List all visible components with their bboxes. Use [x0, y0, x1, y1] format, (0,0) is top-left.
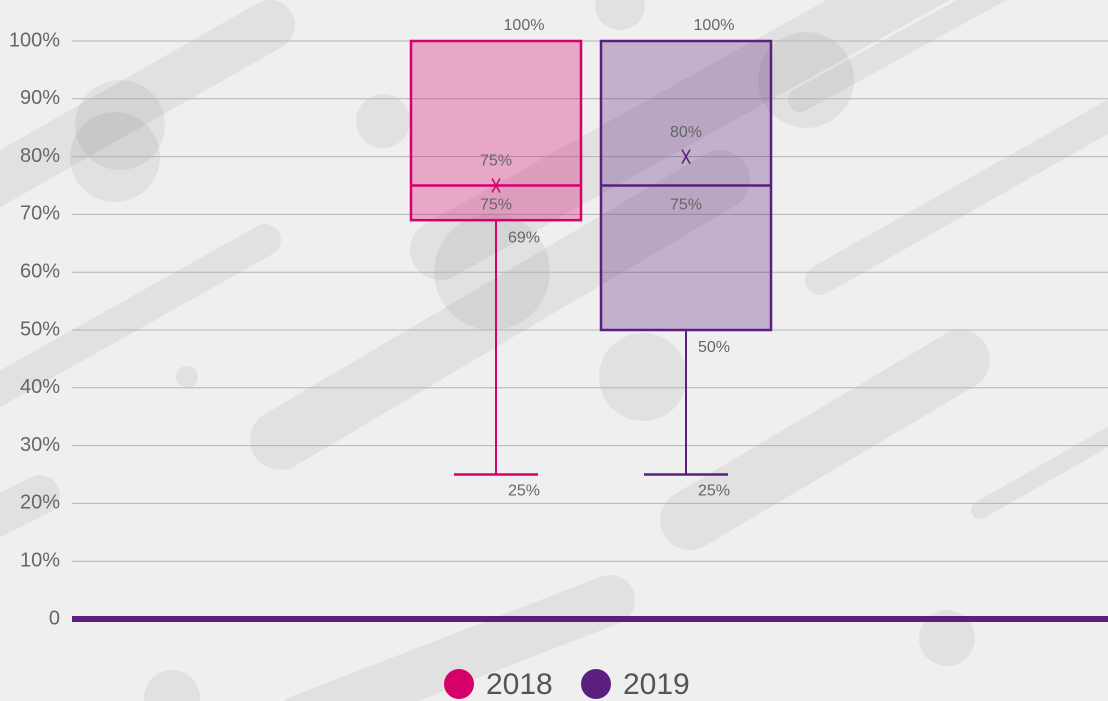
y-tick-label: 40% [20, 376, 60, 398]
data-label: 75% [480, 197, 512, 214]
y-tick-label: 80% [20, 145, 60, 167]
data-label: 100% [504, 17, 545, 34]
box-group: 100% 80% 75% 50% 25% [599, 17, 773, 500]
marks-layer: 100% 75% 75% 69% 25% 100% 80% 75% 50% 25% [409, 17, 773, 500]
legend-label: 2018 [486, 668, 553, 701]
data-label: 25% [508, 483, 540, 500]
y-tick-label: 50% [20, 318, 60, 340]
box [409, 39, 583, 222]
legend: 2018 2019 [444, 668, 690, 701]
data-label: 100% [694, 17, 735, 34]
data-label: 25% [698, 483, 730, 500]
mean-stroke [491, 178, 501, 193]
mean-stroke [681, 149, 691, 164]
data-label: 75% [670, 197, 702, 214]
axis-layer: 0 10% 20% 30% 40% 50% 60% 70% 80% 90% 100% [9, 29, 1108, 629]
mean-marker [491, 178, 501, 193]
y-tick-label: 20% [20, 492, 60, 514]
legend-swatch [444, 669, 474, 699]
box-group: 100% 75% 75% 69% 25% [409, 17, 583, 500]
y-tick-label: 30% [20, 434, 60, 456]
y-tick-label: 0 [49, 607, 60, 629]
y-tick-label: 70% [20, 203, 60, 225]
mean-marker [681, 149, 691, 164]
y-tick-label: 90% [20, 87, 60, 109]
data-label: 75% [480, 153, 512, 170]
y-tick-label: 10% [20, 549, 60, 571]
y-tick-label: 100% [9, 29, 60, 51]
y-tick-label: 60% [20, 260, 60, 282]
data-label: 69% [508, 229, 540, 246]
data-label: 80% [670, 124, 702, 141]
data-label: 50% [698, 339, 730, 356]
legend-label: 2019 [623, 668, 690, 701]
legend-swatch [581, 669, 611, 699]
